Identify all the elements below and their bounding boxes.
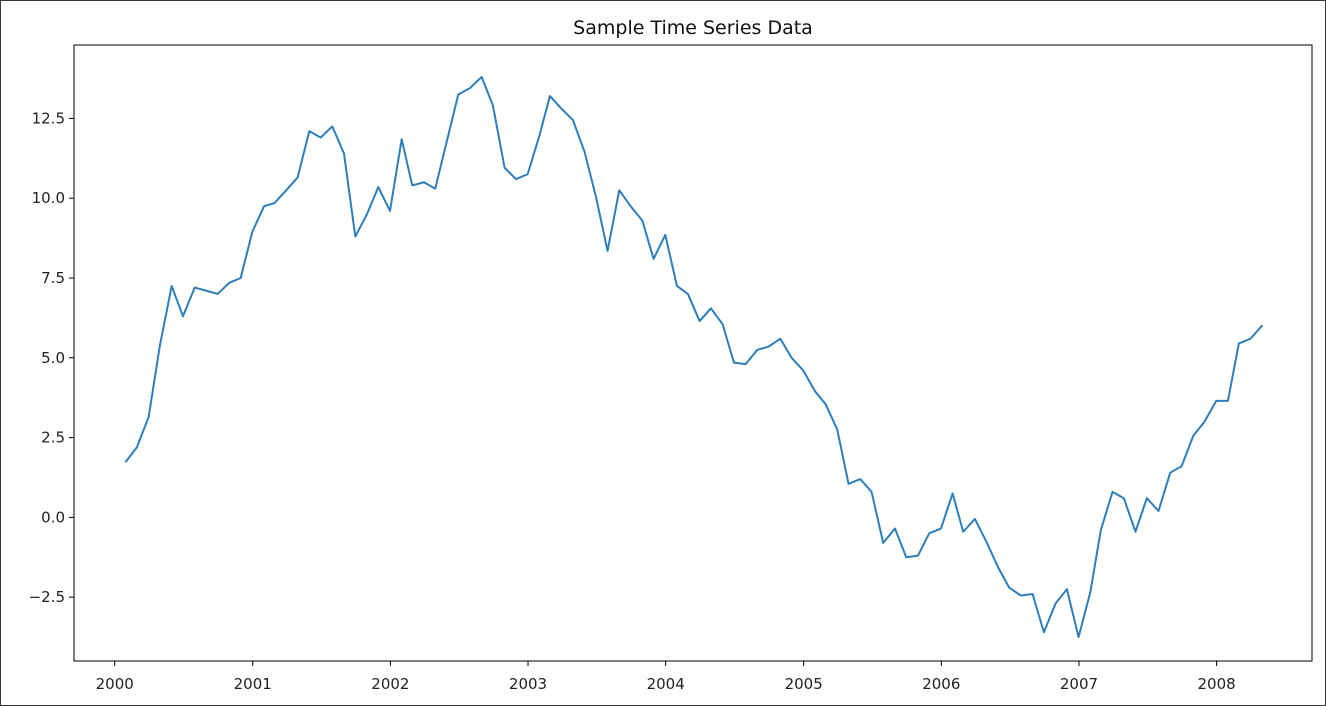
x-tick-label: 2006 (922, 675, 960, 693)
x-tick-label: 2008 (1198, 675, 1236, 693)
y-tick-label: 10.0 (32, 189, 65, 207)
chart-title: Sample Time Series Data (573, 17, 813, 39)
x-tick-label: 2005 (785, 675, 823, 693)
y-tick-label: 5.0 (41, 349, 65, 367)
series-line (125, 75, 1263, 639)
y-tick-label: −2.5 (29, 588, 65, 606)
series-layer (125, 75, 1263, 639)
y-axis: −2.5 0.0 2.5 5.0 7.5 10.0 12.5 (29, 109, 74, 606)
x-tick-label: 2004 (647, 675, 685, 693)
y-tick-label: 12.5 (32, 109, 65, 127)
x-axis: 2000 2001 2002 2003 2004 2005 2006 2007 2008 (96, 661, 1236, 693)
x-tick-label: 2000 (96, 675, 134, 693)
x-tick-label: 2002 (371, 675, 409, 693)
y-tick-label: 0.0 (41, 508, 65, 526)
x-tick-label: 2007 (1060, 675, 1098, 693)
y-tick-label: 7.5 (41, 269, 65, 287)
y-tick-label: 2.5 (41, 429, 65, 447)
plot-area (73, 44, 1313, 662)
x-tick-label: 2001 (234, 675, 272, 693)
x-tick-label: 2003 (509, 675, 547, 693)
